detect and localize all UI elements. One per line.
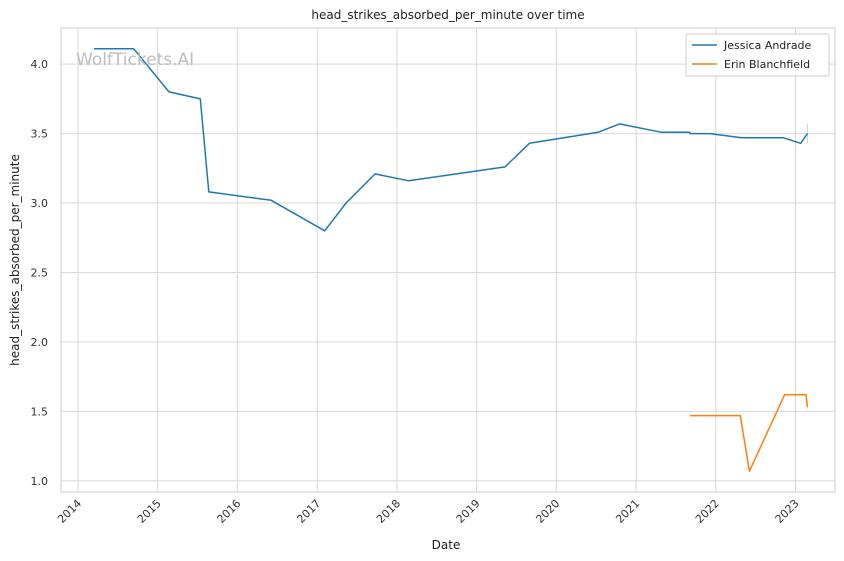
x-tick-label: 2017 bbox=[294, 497, 323, 526]
x-tick-label: 2016 bbox=[214, 497, 243, 526]
legend: Jessica Andrade Erin Blanchfield bbox=[685, 33, 830, 77]
x-tick-label: 2023 bbox=[773, 497, 802, 526]
y-tick-label: 4.0 bbox=[31, 58, 49, 71]
y-tick-label: 3.0 bbox=[31, 197, 49, 210]
chart-title: head_strikes_absorbed_per_minute over ti… bbox=[311, 8, 584, 22]
legend-box bbox=[685, 33, 830, 77]
y-tick-label: 2.5 bbox=[31, 267, 49, 280]
y-tick-label: 3.5 bbox=[31, 128, 49, 141]
x-tick-label: 2020 bbox=[533, 497, 562, 526]
series-line-jessica-andrade bbox=[94, 48, 809, 232]
y-axis-label: head_strikes_absorbed_per_minute bbox=[8, 154, 22, 366]
x-tick-label: 2015 bbox=[135, 497, 164, 526]
watermark: WolfTickets.AI bbox=[76, 50, 194, 70]
y-tick-label: 1.0 bbox=[31, 475, 49, 488]
grid bbox=[61, 28, 835, 492]
x-tick-label: 2019 bbox=[454, 497, 483, 526]
series-lines bbox=[94, 48, 809, 472]
x-tick-label: 2021 bbox=[613, 497, 642, 526]
y-tick-label: 1.5 bbox=[31, 405, 49, 418]
series-line-erin-blanchfield bbox=[689, 394, 809, 472]
x-tick-label: 2014 bbox=[55, 497, 84, 526]
x-tick-label: 2022 bbox=[693, 497, 722, 526]
legend-label-jessica-andrade: Jessica Andrade bbox=[723, 39, 812, 52]
x-tick-label: 2018 bbox=[374, 497, 403, 526]
plot-area bbox=[60, 27, 836, 493]
x-axis-label: Date bbox=[432, 538, 461, 552]
y-tick-label: 2.0 bbox=[31, 336, 49, 349]
legend-label-erin-blanchfield: Erin Blanchfield bbox=[724, 58, 810, 71]
